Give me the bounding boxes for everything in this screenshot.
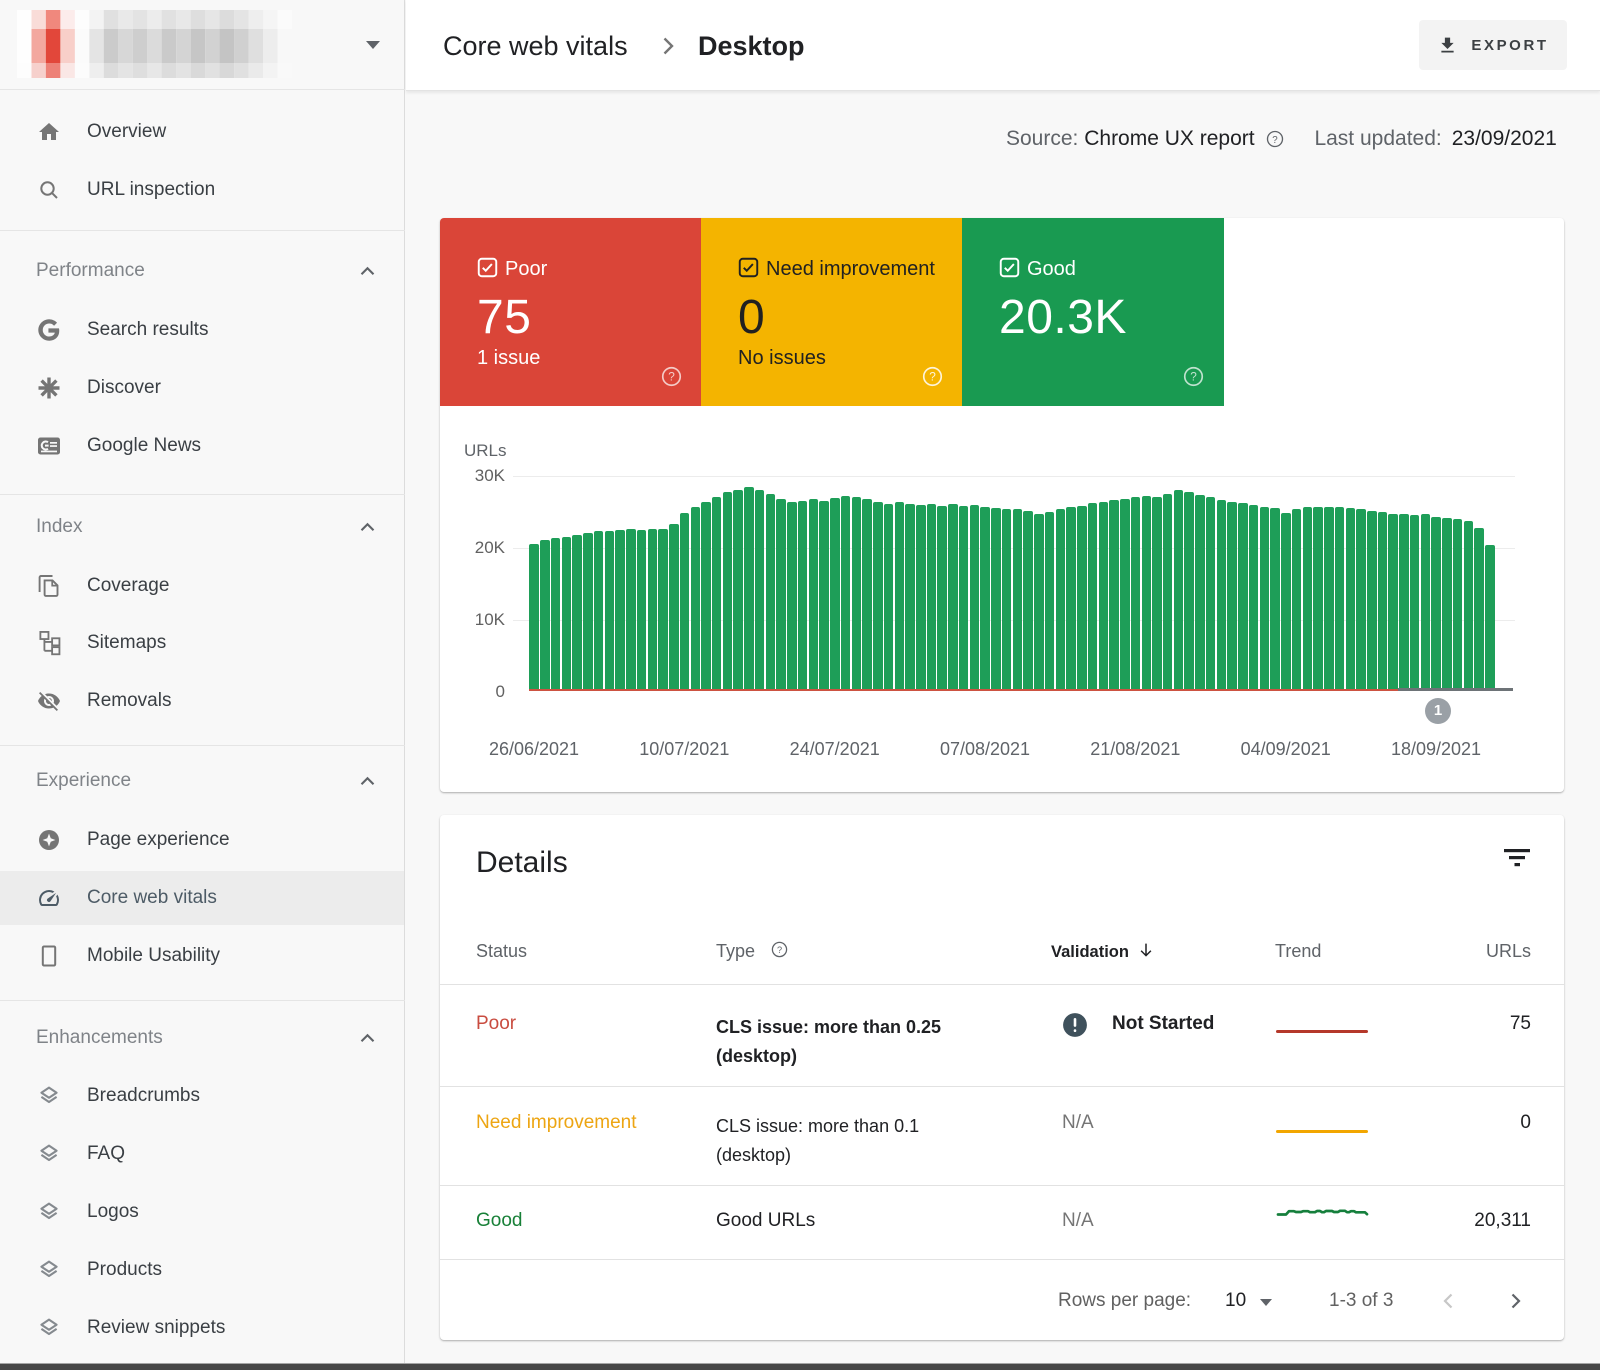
svg-text:?: ? bbox=[929, 370, 936, 384]
svg-text:?: ? bbox=[1273, 135, 1279, 146]
svg-text:?: ? bbox=[777, 945, 782, 955]
svg-text:?: ? bbox=[668, 370, 675, 384]
svg-text:?: ? bbox=[1190, 370, 1197, 384]
